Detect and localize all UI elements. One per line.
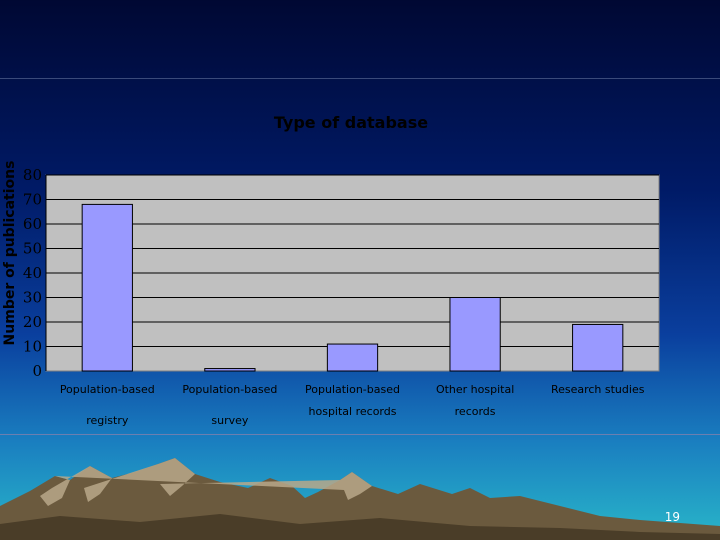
gridlines	[45, 174, 659, 371]
y-axis-label: Number of publications	[2, 161, 18, 346]
x-category-label: Population-based	[305, 383, 400, 396]
y-tick-label: 50	[23, 240, 42, 258]
x-category-label: Population-based	[60, 383, 155, 396]
y-tick-label: 60	[23, 215, 42, 233]
y-tick-label: 20	[23, 313, 42, 331]
x-category-label-line2: registry	[86, 414, 129, 427]
y-tick-label: 70	[23, 191, 42, 209]
foreground-hills	[0, 514, 720, 540]
x-category-label: Research studies	[551, 383, 645, 396]
bar	[81, 203, 133, 372]
bar	[449, 297, 501, 372]
x-category-label: Population-based	[182, 383, 277, 396]
chart-panel: Type of database Number of publications …	[0, 78, 720, 435]
x-category-label-line2: survey	[211, 414, 249, 427]
bar	[572, 323, 624, 372]
page-number: 19	[664, 510, 680, 524]
x-category-label: Other hospital	[436, 383, 514, 396]
y-axis-ticks: 0 10 20 30 40 50 60 70 80	[23, 166, 42, 380]
chart-title: Type of database	[274, 113, 428, 132]
mountain-highlights	[40, 458, 372, 506]
y-tick-label: 10	[23, 338, 42, 356]
bar	[204, 368, 256, 372]
bar-chart: Type of database Number of publications …	[2, 113, 660, 427]
bars	[81, 203, 624, 372]
x-category-label-line2: records	[455, 405, 496, 418]
y-tick-label: 0	[32, 362, 42, 380]
y-tick-label: 40	[23, 264, 42, 282]
y-tick-label: 80	[23, 166, 42, 184]
mountain-scenery	[0, 458, 720, 540]
y-tick-label: 30	[23, 289, 42, 307]
bar	[326, 343, 379, 372]
x-category-label-line2: hospital records	[309, 405, 397, 418]
category-labels: Population-based registry Population-based…	[60, 383, 645, 427]
